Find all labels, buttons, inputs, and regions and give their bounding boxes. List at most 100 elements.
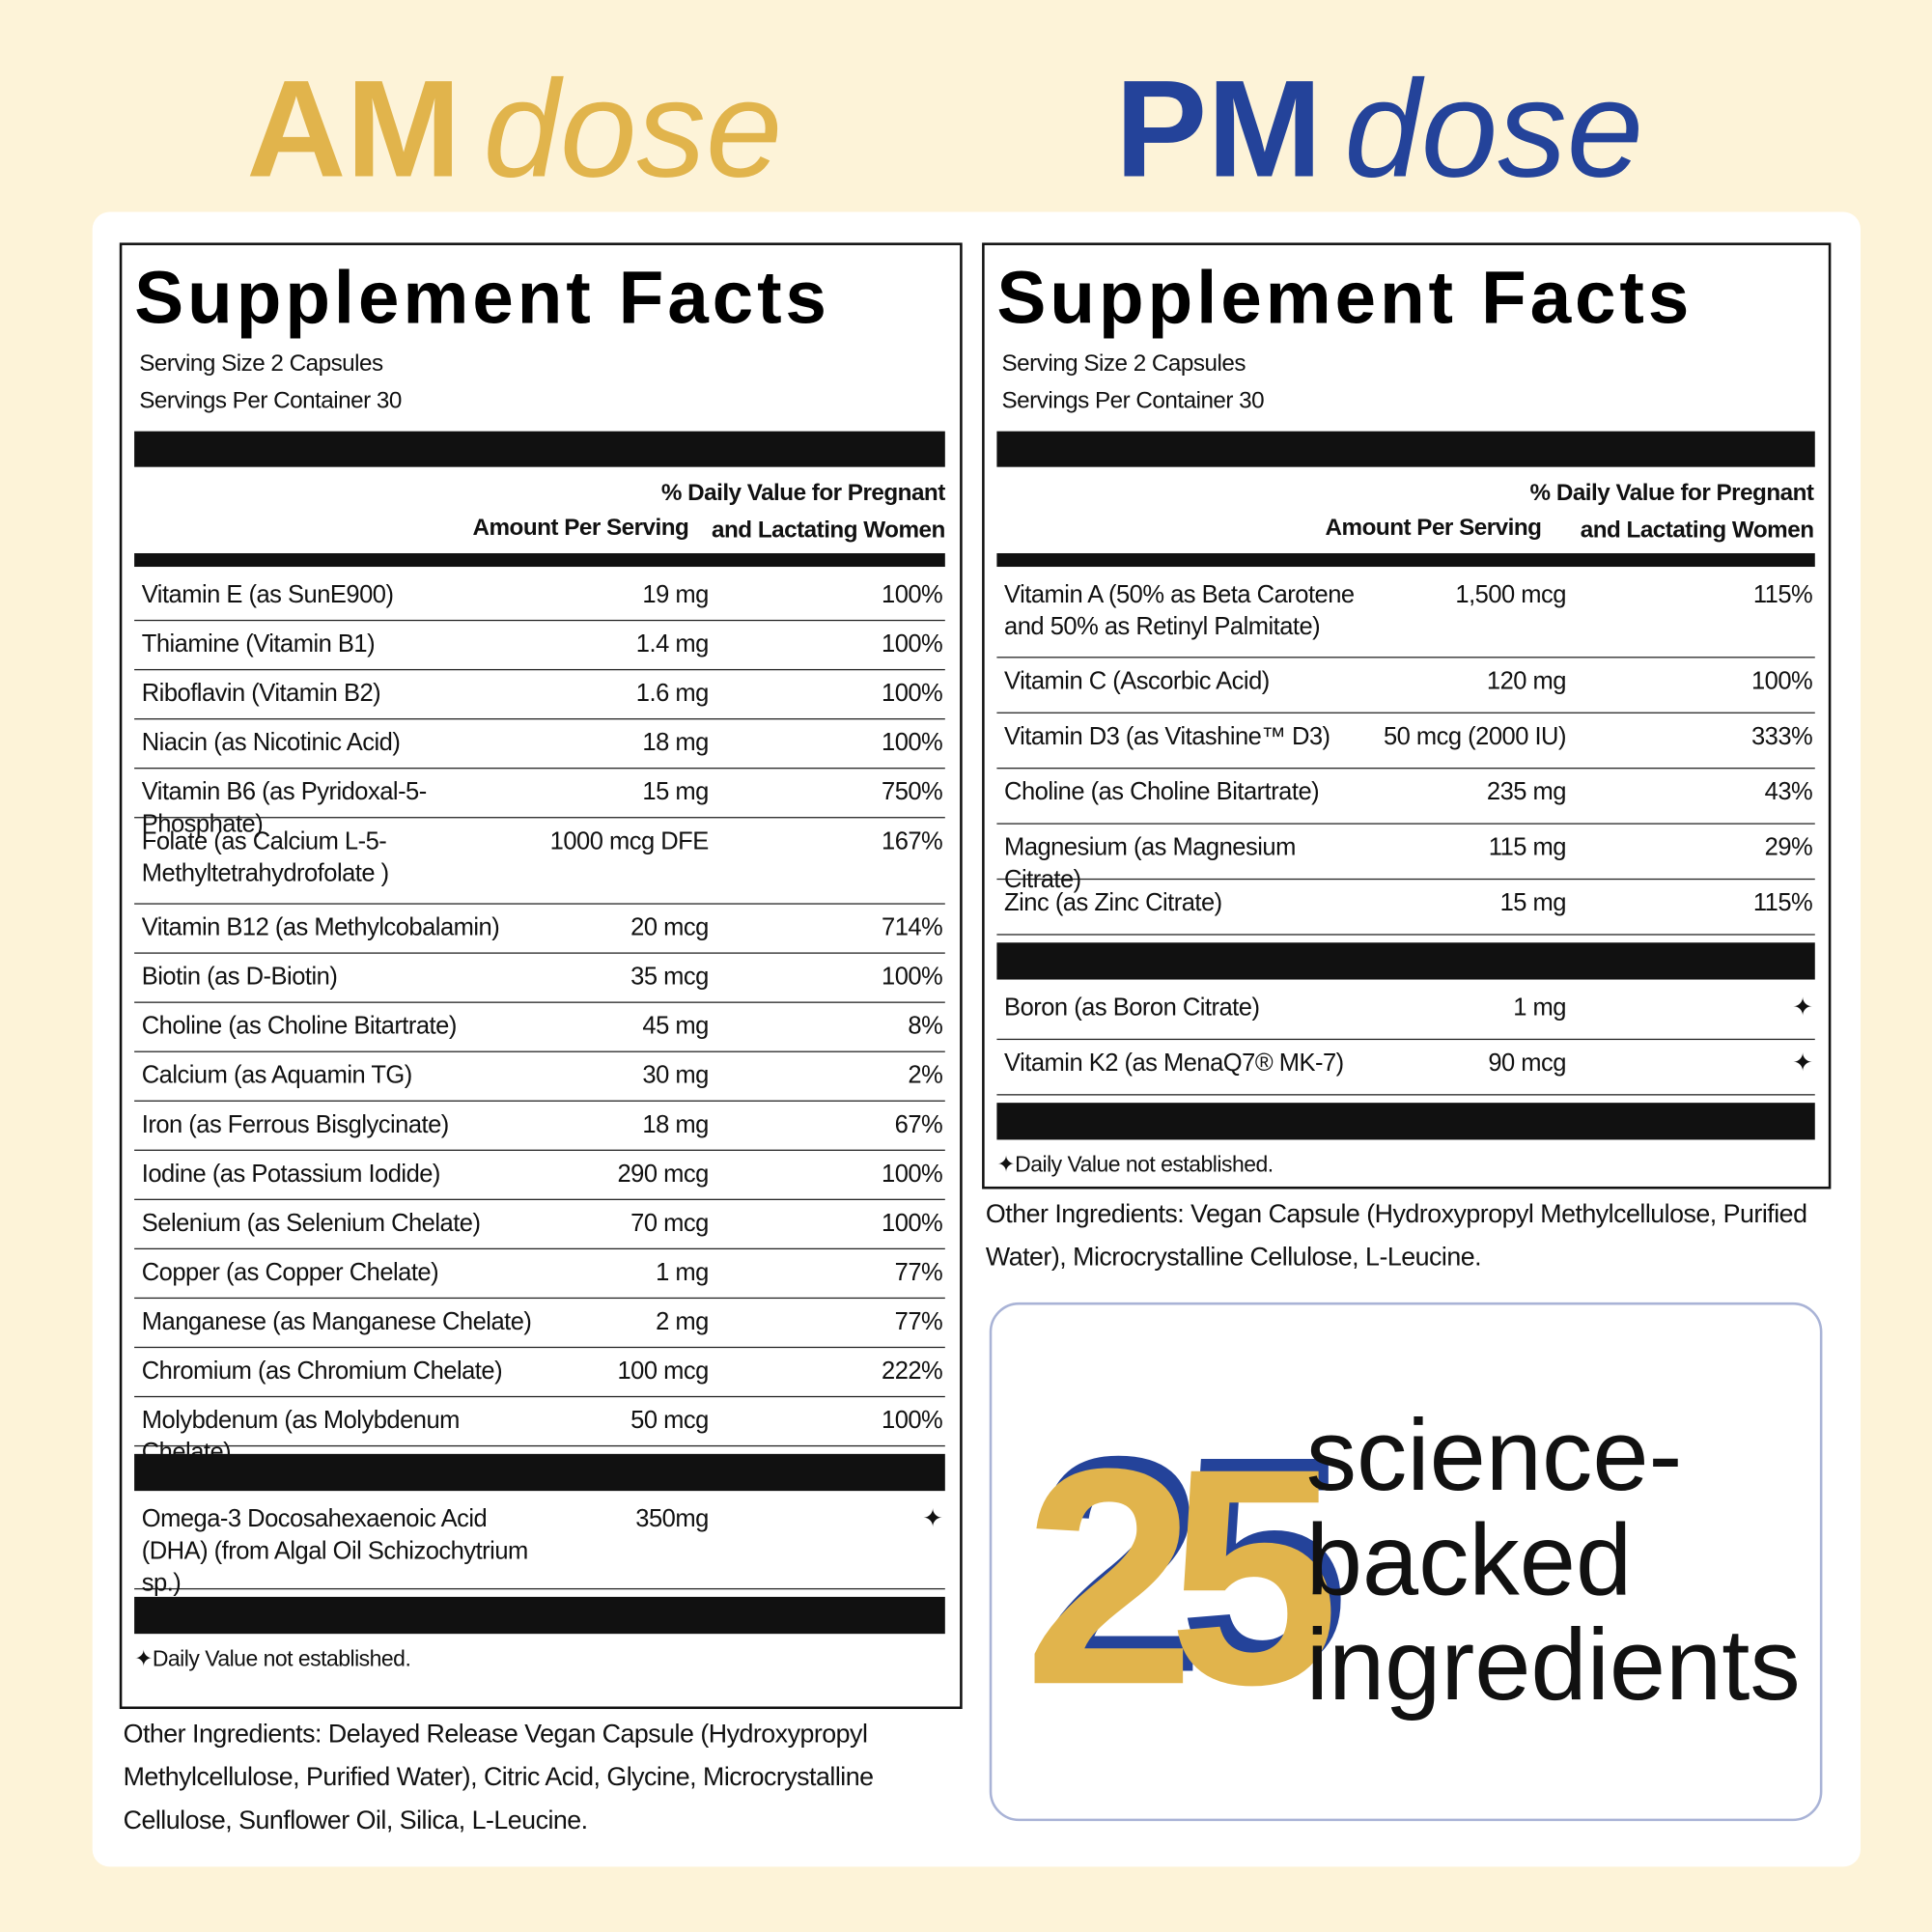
daily-value: 333% bbox=[1750, 723, 1813, 751]
nutrient-row: Choline (as Choline Bitartrate) 235 mg 43% bbox=[996, 769, 1815, 825]
badge: 25 25 science- backed ingredients bbox=[989, 1302, 1823, 1822]
pm-label: Supplement Facts Serving Size 2 Capsules S… bbox=[982, 242, 1832, 1190]
name: Zinc (as Zinc Citrate) bbox=[1004, 889, 1222, 917]
name: Vitamin B12 (as Methylcobalamin) bbox=[141, 913, 500, 941]
nutrient-row: Vitamin A (50% as Beta Carotene and 50% … bbox=[996, 572, 1815, 658]
amount: 35 mcg bbox=[630, 963, 709, 992]
nutrient-row: Niacin (as Nicotinic Acid) 18 mg 100% bbox=[134, 719, 945, 770]
daily-value: 167% bbox=[882, 827, 943, 855]
amount: 18 mg bbox=[642, 729, 709, 757]
name: Vitamin B6 (as Pyridoxal-5-Phosphate) bbox=[141, 778, 428, 838]
thick-bar bbox=[134, 431, 945, 467]
daily-value: 67% bbox=[894, 1111, 943, 1139]
name: Biotin (as D-Biotin) bbox=[141, 963, 338, 992]
nutrient-row: Riboflavin (Vitamin B2) 1.6 mg 100% bbox=[134, 670, 945, 720]
label-title: Supplement Facts bbox=[996, 256, 1694, 339]
nutrient-row: Iron (as Ferrous Bisglycinate) 18 mg 67% bbox=[134, 1102, 945, 1151]
amount: 50 mcg (2000 IU) bbox=[1383, 723, 1567, 751]
amount: 1 mg bbox=[656, 1259, 709, 1287]
nutrient-row: Boron (as Boron Citrate) 1 mg ✦ bbox=[996, 985, 1815, 1041]
amount: 20 mcg bbox=[630, 913, 709, 941]
name: Vitamin C (Ascorbic Acid) bbox=[1004, 667, 1270, 695]
am-bold: AM bbox=[246, 51, 462, 207]
nutrient-row: Chromium (as Chromium Chelate) 100 mcg 222… bbox=[134, 1348, 945, 1398]
daily-value: 43% bbox=[1764, 778, 1813, 806]
nutrient-row: Copper (as Copper Chelate) 1 mg 77% bbox=[134, 1249, 945, 1300]
nutrient-row: Vitamin D3 (as Vitashine™ D3) 50 mcg (200… bbox=[996, 714, 1815, 770]
serving-size: Serving Size 2 Capsules bbox=[139, 350, 383, 378]
amount: 2 mg bbox=[656, 1308, 709, 1336]
label-title: Supplement Facts bbox=[134, 256, 830, 339]
amount: 70 mcg bbox=[630, 1210, 709, 1238]
daily-value: ✦ bbox=[1792, 994, 1813, 1022]
nutrient-row: Zinc (as Zinc Citrate) 15 mg 115% bbox=[996, 880, 1815, 936]
name: Vitamin K2 (as MenaQ7® MK-7) bbox=[1004, 1050, 1344, 1078]
nutrient-row: Vitamin E (as SunE900) 19 mg 100% bbox=[134, 572, 945, 622]
name: Selenium (as Selenium Chelate) bbox=[141, 1210, 481, 1238]
name: Iodine (as Potassium Iodide) bbox=[141, 1161, 441, 1189]
name: Magnesium (as Magnesium Citrate) bbox=[1004, 833, 1296, 894]
daily-value: 100% bbox=[1750, 667, 1813, 695]
name: Chromium (as Chromium Chelate) bbox=[141, 1358, 503, 1386]
thick-bar bbox=[996, 942, 1815, 980]
name: Calcium (as Aquamin TG) bbox=[141, 1062, 413, 1090]
amount: 100 mcg bbox=[617, 1358, 709, 1386]
dv-header: and Lactating Women bbox=[1580, 517, 1814, 544]
thin-bar bbox=[996, 552, 1815, 568]
daily-value: 115% bbox=[1752, 889, 1813, 917]
badge-line: ingredients bbox=[1305, 1609, 1801, 1722]
amount: 120 mg bbox=[1486, 667, 1567, 695]
nutrient-row: Folate (as Calcium L-5-Methyltetrahydrof… bbox=[134, 818, 945, 905]
am-other-ingredients: Other Ingredients: Delayed Release Vegan… bbox=[123, 1720, 874, 1835]
amount: 30 mg bbox=[642, 1062, 709, 1090]
am-label: Supplement Facts Serving Size 2 Capsules S… bbox=[119, 242, 963, 1710]
nutrient-row: Choline (as Choline Bitartrate) 45 mg 8% bbox=[134, 1003, 945, 1052]
name: Thiamine (Vitamin B1) bbox=[141, 630, 376, 658]
nutrient-row: Thiamine (Vitamin B1) 1.4 mg 100% bbox=[134, 621, 945, 671]
nutrient-row: Biotin (as D-Biotin) 35 mcg 100% bbox=[134, 954, 945, 1003]
name: Choline (as Choline Bitartrate) bbox=[1004, 778, 1320, 806]
nutrient-row: Calcium (as Aquamin TG) 30 mg 2% bbox=[134, 1052, 945, 1102]
daily-value: 750% bbox=[882, 778, 943, 806]
am-italic: dose bbox=[483, 51, 783, 207]
daily-value: 77% bbox=[894, 1259, 943, 1287]
pm-italic: dose bbox=[1344, 51, 1644, 207]
thick-bar bbox=[996, 1103, 1815, 1140]
daily-value: 100% bbox=[882, 729, 943, 757]
daily-value: 77% bbox=[894, 1308, 943, 1336]
amount: 1 mg bbox=[1513, 994, 1566, 1022]
amount: 1000 mcg DFE bbox=[549, 827, 710, 855]
name: Vitamin D3 (as Vitashine™ D3) bbox=[1004, 723, 1330, 751]
name: Copper (as Copper Chelate) bbox=[141, 1259, 439, 1287]
amount: 350mg bbox=[635, 1505, 709, 1533]
servings-per-container: Servings Per Container 30 bbox=[1001, 387, 1265, 414]
amount: 1,500 mcg bbox=[1455, 581, 1566, 609]
daily-value: ✦ bbox=[1792, 1050, 1813, 1078]
badge-number-shadow: 25 bbox=[1033, 1392, 1350, 1737]
daily-value: 100% bbox=[882, 630, 943, 658]
name: Niacin (as Nicotinic Acid) bbox=[141, 729, 401, 757]
name: Iron (as Ferrous Bisglycinate) bbox=[141, 1111, 450, 1139]
nutrient-row: Iodine (as Potassium Iodide) 290 mcg 100% bbox=[134, 1151, 945, 1200]
daily-value: 29% bbox=[1764, 833, 1813, 862]
daily-value: ✦ bbox=[922, 1505, 943, 1533]
nutrient-row: Magnesium (as Magnesium Citrate) 115 mg 29… bbox=[996, 825, 1815, 893]
badge-line: backed bbox=[1305, 1504, 1633, 1617]
name: Folate (as Calcium L-5-Methyltetrahydrof… bbox=[141, 827, 389, 887]
amount: 1.6 mg bbox=[635, 680, 709, 708]
amount: 50 mcg bbox=[630, 1407, 709, 1435]
name: Riboflavin (Vitamin B2) bbox=[141, 680, 381, 708]
nutrient-row: Omega-3 Docosahexaenoic Acid (DHA) (from… bbox=[134, 1496, 945, 1597]
daily-value: 100% bbox=[882, 963, 943, 992]
nutrient-row: Vitamin B12 (as Methylcobalamin) 20 mcg 71… bbox=[134, 905, 945, 954]
daily-value: 100% bbox=[882, 1161, 943, 1189]
footnote: ✦Daily Value not established. bbox=[134, 1645, 411, 1671]
daily-value: 100% bbox=[882, 581, 943, 609]
daily-value: 222% bbox=[882, 1358, 943, 1386]
footnote: ✦Daily Value not established. bbox=[996, 1152, 1274, 1177]
amount: 90 mcg bbox=[1488, 1050, 1566, 1078]
dv-header: % Daily Value for Pregnant bbox=[1529, 480, 1814, 507]
thick-bar bbox=[134, 1453, 945, 1492]
am-header: AM dose bbox=[246, 49, 782, 210]
